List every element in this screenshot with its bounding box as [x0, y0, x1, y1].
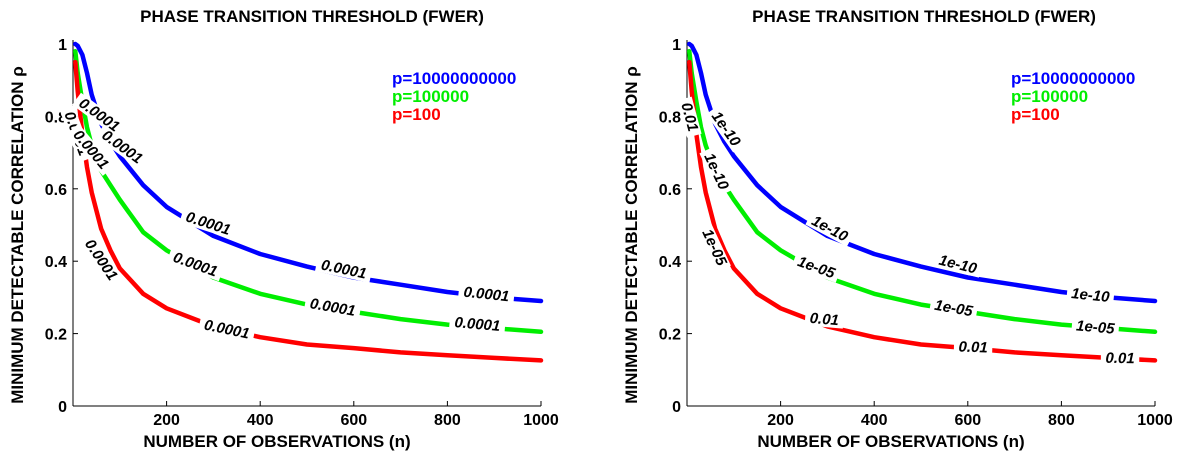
contour-label-group: 1e-05 — [697, 223, 731, 272]
y-tick-label: 1 — [672, 37, 681, 54]
contour-label-bg — [699, 147, 733, 196]
x-tick-label: 200 — [153, 412, 180, 429]
series-line-2 — [687, 48, 1158, 335]
contour-label-bg — [79, 232, 123, 288]
contour-label-bg — [933, 251, 983, 278]
legend-entry: p=10000000000 — [392, 69, 516, 88]
contour-label-group: 1e-05 — [1071, 317, 1120, 338]
contour-label-bg — [303, 295, 362, 320]
contour-label-bg — [1066, 285, 1115, 306]
contour-label-bg — [457, 284, 515, 305]
contour-label-group: 0.0001 — [197, 316, 256, 343]
contour-label-bg — [448, 314, 506, 335]
contour-label-group: 1e-10 — [805, 211, 854, 247]
y-tick-label: 0.8 — [659, 109, 681, 126]
contour-label-group: 0.0001 — [303, 295, 362, 320]
contour-label: 0.0001 — [203, 316, 251, 342]
x-tick-label: 400 — [247, 412, 274, 429]
contour-label-group: 0.0001 — [314, 256, 373, 283]
x-tick-label: 600 — [340, 412, 367, 429]
legend-entry: p=100000 — [392, 87, 469, 106]
x-tick-label: 400 — [861, 412, 888, 429]
x-tick-label: 1000 — [523, 412, 559, 429]
contour-label: 1e-05 — [1075, 317, 1115, 337]
y-axis-label: MINIMUM DETECTABLE CORRELATION ρ — [8, 66, 27, 404]
y-tick-label: 0.2 — [45, 327, 67, 344]
contour-label-bg — [677, 96, 702, 138]
contour-label-bg — [929, 297, 979, 321]
contour-label: 0.01 — [677, 101, 701, 134]
chart-panel-2: PHASE TRANSITION THRESHOLD (FWER) 200 400 6… — [622, 7, 1173, 451]
contour-label-group: 0.0001 — [448, 314, 506, 335]
contour-label: 0.01 — [1105, 350, 1134, 368]
contour-label: 1e-10 — [1070, 285, 1111, 306]
contour-label-bg — [1071, 317, 1120, 338]
y-tick-label: 0.4 — [45, 254, 67, 271]
y-tick-label: 0.6 — [659, 182, 681, 199]
contour-label: 0.0001 — [309, 295, 357, 320]
contour-label-group: 0.01 — [804, 310, 845, 329]
series-line-1 — [73, 41, 544, 304]
contour-label-bg — [166, 248, 224, 282]
x-tick-label: 1000 — [1137, 412, 1173, 429]
legend-entry: p=100000 — [1011, 87, 1088, 106]
contour-label: 1e-05 — [933, 297, 974, 321]
x-tick-label: 800 — [434, 412, 461, 429]
contour-label-group: 0.01 — [677, 96, 702, 138]
chart-title: PHASE TRANSITION THRESHOLD (FWER) — [140, 7, 484, 26]
y-tick-label: 0 — [58, 399, 67, 416]
contour-label: 1e-10 — [809, 212, 851, 245]
y-tick-label: 0.4 — [659, 254, 681, 271]
contour-label: 0.0001 — [320, 256, 368, 282]
contour-label-bg — [805, 211, 854, 247]
contour-label-group: 0.01 — [953, 338, 993, 357]
series-line-3 — [687, 59, 1158, 363]
chart-title: PHASE TRANSITION THRESHOLD (FWER) — [752, 7, 1096, 26]
contour-label-group: 0.01 — [1100, 350, 1140, 368]
legend-entry: p=10000000000 — [1011, 69, 1135, 88]
contour-label-bg — [791, 252, 841, 283]
legend-entry: p=100 — [1011, 105, 1060, 124]
y-tick-label: 0.6 — [45, 182, 67, 199]
contour-label: 1e-05 — [795, 253, 837, 282]
y-tick-label: 0.2 — [659, 327, 681, 344]
contour-label-bg — [314, 256, 373, 283]
y-tick-label: 1 — [58, 37, 67, 54]
series-line-3 — [73, 59, 544, 363]
x-axis-label: NUMBER OF OBSERVATIONS (n) — [143, 432, 410, 451]
contour-label-bg — [67, 123, 115, 176]
chart-panel-1: PHASE TRANSITION THRESHOLD (FWER) 200 400 6… — [8, 7, 559, 451]
contour-label-bg — [197, 316, 256, 343]
contour-label-group: 1e-05 — [929, 297, 979, 321]
series-line-1 — [687, 41, 1158, 304]
contour-label-bg — [697, 223, 731, 272]
x-tick-label: 600 — [954, 412, 981, 429]
contour-label-group: 0.0001 — [166, 248, 224, 282]
y-axis-label: MINIMUM DETECTABLE CORRELATION ρ — [622, 66, 641, 404]
contour-label-group: 0.0001 — [179, 207, 237, 240]
x-axis-label: NUMBER OF OBSERVATIONS (n) — [757, 432, 1024, 451]
contour-label: 0.01 — [958, 338, 988, 356]
x-tick-label: 200 — [767, 412, 794, 429]
legend-entry: p=100 — [392, 105, 441, 124]
y-tick-label: 0 — [672, 399, 681, 416]
contour-label-group: 1e-05 — [791, 252, 841, 283]
contour-label: 0.0001 — [463, 284, 510, 306]
contour-label-group: 1e-10 — [1066, 285, 1115, 306]
contour-label: 0.0001 — [454, 314, 501, 335]
contour-label-bg — [706, 105, 746, 153]
contour-label-group: 0.0001 — [457, 284, 515, 306]
contour-label-bg — [72, 92, 126, 138]
contour-label: 0.0001 — [171, 249, 220, 281]
contour-label-bg — [95, 124, 149, 170]
contour-label-bg — [953, 339, 993, 356]
x-tick-label: 800 — [1048, 412, 1075, 429]
series-line-2 — [73, 48, 544, 335]
contour-label-bg — [179, 207, 237, 240]
contour-label-bg — [804, 310, 845, 329]
contour-label: 0.01 — [809, 310, 840, 329]
contour-label-bg — [1100, 350, 1140, 367]
